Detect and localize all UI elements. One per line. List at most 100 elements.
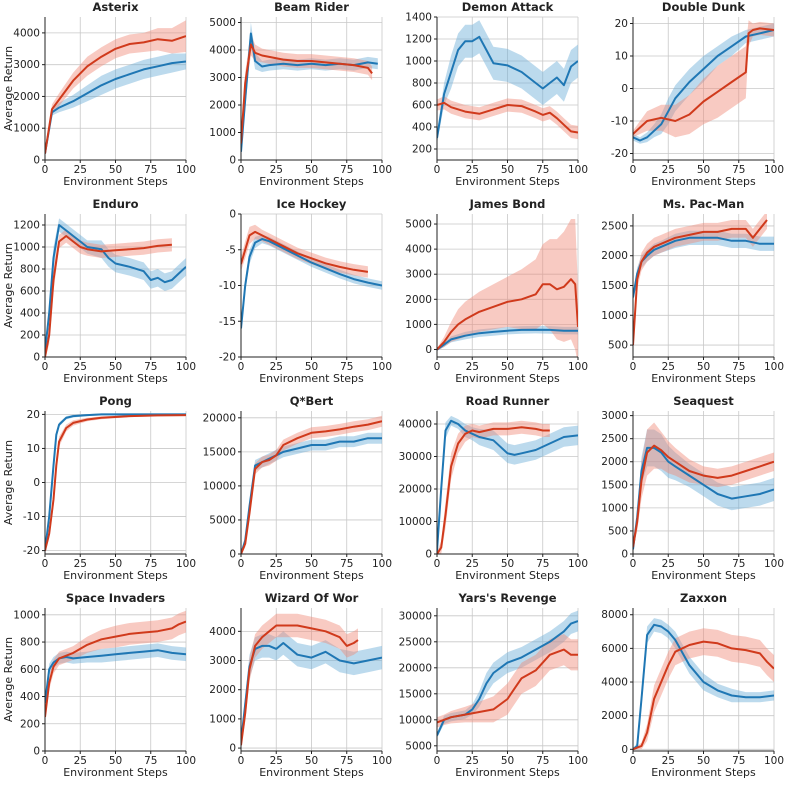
chart-panel-2: 0 25 50 75 100 200 400 600 800 1000 1200 1400 Demon … [405,0,588,188]
x-tick-label: 0 [434,164,441,176]
x-tick-label: 100 [764,755,784,767]
x-axis-label: Environment Steps [259,569,364,582]
x-tick-label: 25 [662,361,675,373]
series-line-blue [437,419,578,551]
x-tick-label: 0 [42,558,49,570]
x-tick-label: 25 [74,164,87,176]
series-line-red [633,27,774,135]
series-line-blue [437,328,578,351]
x-axis-label: Environment Steps [63,766,168,779]
y-tick-label: -15 [219,316,236,328]
x-tick-label: 0 [630,558,637,570]
x-tick-label: 50 [697,164,710,176]
x-axis-label: Environment Steps [259,766,364,779]
band-red [437,420,550,554]
y-tick-label: -20 [611,148,628,160]
series-line-red [241,624,359,746]
chart-panel-5: 0 25 50 75 100 -20 -15 -10 -5 0 Ice Hockey Environm… [219,197,392,385]
y-tick-label: 1400 [405,12,432,24]
chart-title: Demon Attack [462,0,554,14]
y-tick-label: 200 [412,144,432,156]
y-tick-label: 2000 [601,456,628,468]
x-axis-label: Environment Steps [455,372,560,385]
y-tick-label: -5 [226,244,236,256]
x-tick-label: 0 [434,755,441,767]
x-tick-label: 75 [732,755,745,767]
x-tick-label: 100 [176,755,196,767]
y-tick-label: 0 [33,352,40,364]
band-red [241,33,373,147]
y-tick-label: 5000 [209,514,236,526]
y-tick-label: 3000 [209,655,236,667]
chart-title: Ms. Pac-Man [663,197,745,211]
x-tick-label: 75 [340,755,353,767]
y-tick-label: 0 [229,549,236,561]
y-tick-label: 2000 [209,100,236,112]
y-tick-label: 20000 [399,662,432,674]
y-tick-label: 5000 [405,740,432,752]
x-tick-label: 100 [176,164,196,176]
band-blue [241,631,382,746]
series-line-red [633,444,774,548]
series-line-red [241,230,369,273]
x-axis-label: Environment Steps [455,569,560,582]
x-tick-label: 50 [109,361,122,373]
x-tick-label: 50 [109,164,122,176]
x-tick-label: 50 [305,164,318,176]
x-tick-label: 50 [501,361,514,373]
y-tick-label: 8000 [601,609,628,621]
x-tick-label: 25 [662,164,675,176]
x-tick-label: 100 [568,558,588,570]
y-tick-label: 10000 [203,480,236,492]
chart-panel-4: 0 25 50 75 100020040060080010001200EnduroEnv… [2,197,196,385]
x-tick-label: 0 [434,558,441,570]
band-red [633,214,767,350]
band-blue [45,218,186,355]
y-tick-label: 1000 [13,242,40,254]
x-tick-label: 50 [305,755,318,767]
x-tick-label: 25 [74,558,87,570]
x-tick-label: 75 [340,558,353,570]
chart-panel-11: 0 25 50 75 100050010001500200025003000Seaque… [601,394,784,582]
x-tick-label: 100 [372,164,392,176]
band-red [241,613,358,749]
series-line-red [437,648,578,724]
y-tick-label: -20 [219,352,236,364]
y-tick-label: 1000 [405,56,432,68]
band-red [633,422,774,550]
band-blue [633,23,774,144]
x-tick-label: 25 [74,361,87,373]
y-tick-label: 0 [229,209,236,221]
band-red [437,634,578,728]
series-line-red [437,426,550,554]
y-tick-label: 4000 [601,677,628,689]
x-tick-label: 100 [372,361,392,373]
y-tick-label: 400 [20,308,40,320]
x-tick-label: 0 [630,164,637,176]
band-red [241,415,382,554]
x-tick-label: 0 [238,361,245,373]
chart-title: Ice Hockey [277,197,347,211]
x-tick-label: 100 [568,361,588,373]
y-tick-label: 400 [412,122,432,134]
x-tick-label: 50 [697,361,710,373]
y-tick-label: 20000 [399,484,432,496]
band-red [437,96,578,140]
y-tick-label: 10000 [399,516,432,528]
x-tick-label: 0 [42,755,49,767]
x-axis-label: Environment Steps [63,372,168,385]
x-tick-label: 75 [340,361,353,373]
x-tick-label: 75 [340,164,353,176]
x-tick-label: 50 [305,558,318,570]
x-axis-label: Environment Steps [455,175,560,188]
chart-panel-10: 0 25 50 75 100 0 10000 20000 30000 40000 Road Runn… [399,394,588,582]
y-axis-label: Average Return [2,46,15,131]
x-tick-label: 75 [144,361,157,373]
y-tick-label: 0 [33,155,40,167]
y-tick-label: 0 [621,549,628,561]
y-tick-label: 500 [608,525,628,537]
y-tick-label: 600 [412,100,432,112]
y-tick-label: 4000 [405,244,432,256]
